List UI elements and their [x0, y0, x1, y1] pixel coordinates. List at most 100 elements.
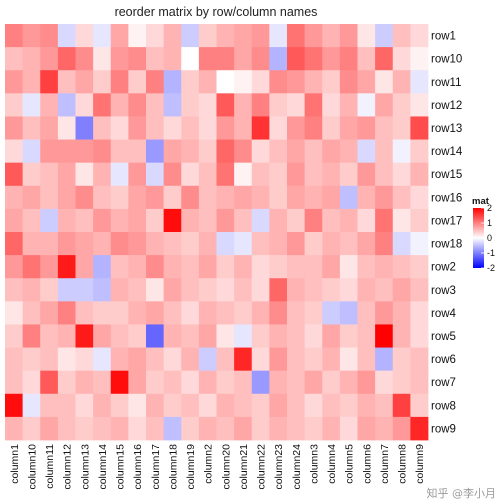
heatmap-cell — [357, 232, 376, 256]
heatmap-cell — [287, 232, 306, 256]
heatmap-cell — [234, 93, 253, 117]
heatmap-cell — [110, 24, 129, 48]
heatmap-cell — [216, 347, 235, 372]
heatmap-cell — [57, 162, 76, 187]
heatmap-cell — [5, 70, 24, 94]
heatmap-cell — [304, 185, 323, 210]
heatmap-cell — [269, 255, 288, 279]
color-legend: mat 2 1 0 -1 -2 — [472, 196, 495, 273]
heatmap-cell — [40, 255, 59, 279]
heatmap-cell — [234, 301, 253, 325]
heatmap-cell — [146, 278, 165, 302]
heatmap-cell — [146, 393, 165, 418]
heatmap-cell — [57, 255, 76, 279]
heatmap-cell — [110, 278, 129, 302]
heatmap-cell — [198, 47, 217, 71]
heatmap-cell — [22, 278, 41, 302]
heatmap-cell — [269, 370, 288, 395]
heatmap-cell — [322, 301, 341, 325]
heatmap-cell — [251, 301, 270, 325]
heatmap-cell — [5, 162, 24, 187]
heatmap-cell — [181, 70, 200, 94]
heatmap-cell — [198, 208, 217, 233]
heatmap-cell — [357, 416, 376, 441]
heatmap-cell — [128, 393, 147, 418]
heatmap-cell — [375, 347, 394, 372]
heatmap-cell — [75, 116, 94, 140]
heatmap-cell — [287, 93, 306, 117]
heatmap-cell — [216, 24, 235, 48]
column-label: column19 — [185, 444, 197, 490]
column-label: column15 — [115, 444, 127, 490]
heatmap-cell — [5, 416, 24, 441]
heatmap-cell — [5, 93, 24, 117]
heatmap-cell — [410, 93, 429, 117]
heatmap-cell — [181, 139, 200, 164]
heatmap-cell — [128, 278, 147, 302]
heatmap-cell — [234, 278, 253, 302]
heatmap-cell — [410, 416, 429, 441]
heatmap-cell — [251, 185, 270, 210]
heatmap-cell — [93, 116, 112, 140]
heatmap-cell — [339, 232, 358, 256]
heatmap-cell — [322, 232, 341, 256]
heatmap-cell — [269, 278, 288, 302]
heatmap-cell — [269, 301, 288, 325]
heatmap-cell — [22, 116, 41, 140]
heatmap-cell — [181, 255, 200, 279]
heatmap-cell — [287, 47, 306, 71]
heatmap-cell — [110, 416, 129, 441]
heatmap-cell — [216, 393, 235, 418]
heatmap-cell — [128, 232, 147, 256]
heatmap-cell — [251, 416, 270, 441]
heatmap-cell — [22, 393, 41, 418]
heatmap-cell — [339, 370, 358, 395]
row-label: row14 — [431, 146, 463, 158]
heatmap-cell — [22, 162, 41, 187]
column-label: column24 — [291, 444, 303, 490]
heatmap-cell — [357, 393, 376, 418]
heatmap-cell — [40, 393, 59, 418]
heatmap-cell — [269, 93, 288, 117]
heatmap-cell — [5, 232, 24, 256]
heatmap-cell — [375, 208, 394, 233]
heatmap-cell — [163, 162, 182, 187]
row-label: row7 — [431, 377, 456, 389]
heatmap-cell — [163, 416, 182, 441]
heatmap-cell — [75, 139, 94, 164]
heatmap-cell — [93, 70, 112, 94]
heatmap-cell — [93, 24, 112, 48]
heatmap-cell — [57, 185, 76, 210]
heatmap-cell — [181, 162, 200, 187]
column-labels: column1 column10 column11 column12 column13 c… — [9, 444, 426, 490]
heatmap-cell — [216, 116, 235, 140]
heatmap-cell — [357, 116, 376, 140]
column-label: column20 — [220, 444, 232, 490]
heatmap-cell — [251, 93, 270, 117]
heatmap-cell — [5, 208, 24, 233]
heatmap-cell — [216, 370, 235, 395]
watermark: 知乎 @李小月 — [426, 487, 497, 500]
heatmap-cell — [40, 370, 59, 395]
heatmap-cell — [410, 116, 429, 140]
heatmap-cell — [304, 208, 323, 233]
heatmap-cell — [251, 324, 270, 348]
heatmap-cell — [22, 301, 41, 325]
heatmap-cell — [357, 185, 376, 210]
heatmap-cell — [75, 255, 94, 279]
row-label: row11 — [431, 77, 461, 89]
heatmap-cell — [216, 324, 235, 348]
heatmap-cell — [410, 393, 429, 418]
heatmap-cell — [5, 370, 24, 395]
heatmap-cell — [410, 185, 429, 210]
heatmap-cell — [75, 278, 94, 302]
heatmap-cell — [57, 116, 76, 140]
heatmap-cell — [410, 255, 429, 279]
heatmap-cell — [93, 162, 112, 187]
heatmap-cell — [392, 162, 411, 187]
heatmap-cell — [75, 393, 94, 418]
heatmap-cell — [304, 301, 323, 325]
heatmap-cell — [146, 70, 165, 94]
heatmap-cell — [410, 301, 429, 325]
row-label: row13 — [431, 123, 462, 135]
